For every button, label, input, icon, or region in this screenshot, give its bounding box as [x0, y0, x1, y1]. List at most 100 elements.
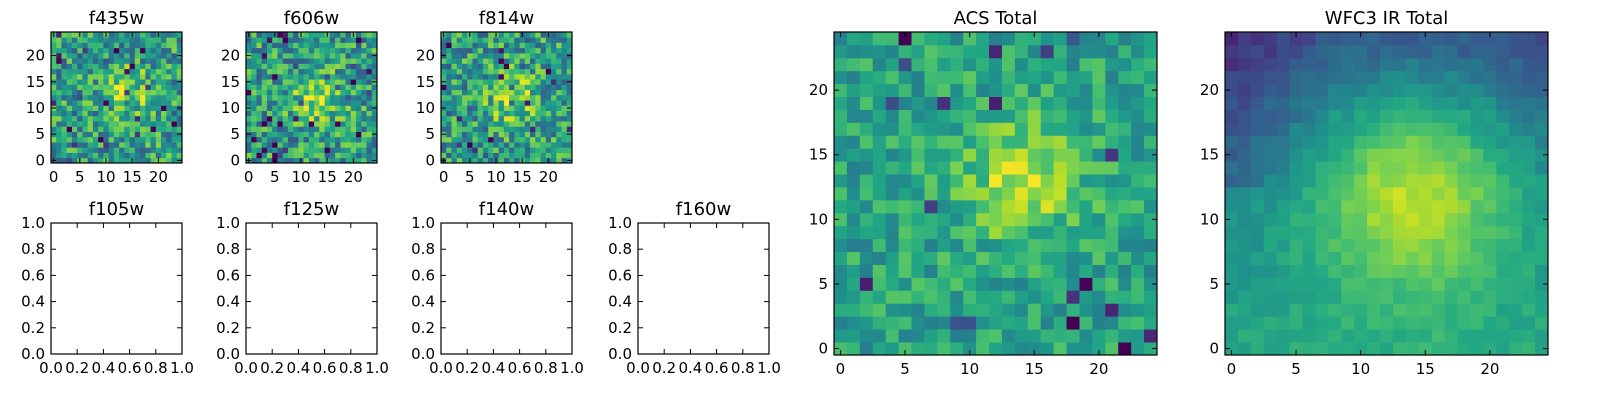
heatmap-cell	[467, 58, 473, 64]
heatmap-cell	[150, 105, 157, 111]
heatmap-cell	[340, 73, 346, 80]
heatmap-cell	[314, 136, 320, 143]
heatmap-cell	[298, 89, 305, 96]
heatmap-cell	[256, 63, 263, 70]
x-tick-label: 0	[244, 168, 254, 186]
heatmap-cell	[61, 68, 68, 75]
heatmap-cell	[963, 70, 977, 85]
heatmap-cell	[1263, 109, 1278, 123]
heatmap-cell	[61, 157, 68, 164]
heatmap-cell	[885, 122, 899, 136]
heatmap-cell	[1092, 122, 1106, 136]
heatmap-cell	[108, 42, 115, 49]
heatmap-cell	[1263, 161, 1278, 175]
heatmap-cell	[319, 52, 325, 59]
heatmap-cell	[350, 152, 357, 159]
heatmap-cell	[488, 157, 494, 164]
heatmap-cell	[859, 109, 874, 123]
heatmap-cell	[113, 84, 120, 91]
heatmap-cell	[1328, 277, 1342, 291]
heatmap-cell	[246, 68, 252, 75]
heatmap-cell	[1405, 316, 1420, 330]
heatmap-cell	[461, 105, 468, 111]
heatmap-cell	[1092, 57, 1106, 72]
heatmap-cell	[1053, 44, 1067, 59]
heatmap-cell	[246, 110, 252, 117]
heatmap-cell	[950, 148, 964, 162]
heatmap-cell	[1392, 251, 1407, 265]
heatmap-cell	[251, 52, 257, 59]
axes-frame-f606w	[245, 31, 378, 164]
heatmap-cell	[293, 47, 299, 54]
heatmap-cell	[446, 58, 452, 64]
heatmap-cell	[51, 121, 57, 127]
heatmap-cell	[551, 115, 557, 122]
heatmap-cell	[911, 109, 925, 123]
heatmap-cell	[366, 37, 373, 43]
heatmap-cell	[989, 135, 1003, 149]
heatmap-cell	[1118, 109, 1132, 123]
y-tick-label: 1.0	[411, 214, 435, 232]
heatmap-cell	[566, 94, 573, 101]
heatmap-cell	[1367, 290, 1381, 304]
heatmap-cell	[846, 135, 861, 149]
heatmap-cell	[166, 94, 172, 101]
heatmap-cell	[530, 110, 536, 117]
heatmap-cell	[885, 135, 899, 149]
heatmap-cell	[261, 105, 268, 111]
x-tick-label: 10	[1351, 360, 1370, 378]
heatmap-cell	[1079, 212, 1093, 227]
heatmap-cell	[166, 147, 172, 153]
heatmap-cell	[1315, 57, 1329, 72]
heatmap-cell	[293, 84, 299, 91]
heatmap-cell	[87, 121, 94, 127]
heatmap-cell	[456, 115, 463, 122]
heatmap-cell	[282, 37, 289, 43]
heatmap-cell	[976, 251, 990, 265]
heatmap-cell	[477, 152, 484, 159]
heatmap-cell	[119, 37, 125, 43]
heatmap-cell	[366, 42, 373, 49]
heatmap-cell	[329, 136, 336, 143]
heatmap-cell	[1079, 251, 1093, 265]
heatmap-cell	[1276, 109, 1290, 123]
heatmap-cell	[119, 115, 125, 122]
heatmap-cell	[503, 115, 510, 122]
heatmap-cell	[1522, 187, 1536, 201]
heatmap-cell	[1483, 122, 1497, 136]
heatmap-cell	[1001, 44, 1016, 59]
heatmap-cell	[456, 79, 463, 85]
heatmap-cell	[66, 94, 73, 101]
heatmap-cell	[282, 47, 289, 54]
heatmap-cell	[509, 147, 515, 153]
heatmap-cell	[314, 100, 320, 106]
heatmap-cell	[924, 277, 938, 291]
heatmap-cell	[1418, 316, 1433, 330]
heatmap-cell	[1328, 251, 1342, 265]
heatmap-cell	[530, 79, 536, 85]
heatmap-cell	[166, 157, 172, 164]
x-tick-label: 10	[291, 168, 310, 186]
heatmap-cell	[493, 84, 500, 91]
heatmap-cell	[1014, 96, 1029, 110]
heatmap-cell	[92, 37, 99, 43]
heatmap-cell	[937, 161, 951, 175]
heatmap-cell	[441, 42, 447, 49]
heatmap-cell	[488, 121, 494, 127]
heatmap-cell	[361, 73, 367, 80]
heatmap-cell	[1509, 109, 1523, 123]
heatmap-cell	[329, 147, 336, 153]
heatmap-cell	[1367, 303, 1381, 317]
heatmap-cell	[71, 52, 78, 59]
heatmap-cell	[1237, 57, 1252, 72]
heatmap-cell	[1289, 161, 1303, 175]
heatmap-cell	[859, 70, 874, 85]
heatmap-cell	[293, 89, 299, 96]
heatmap-cell	[366, 68, 373, 75]
heatmap-cell	[1250, 212, 1265, 227]
heatmap-cell	[98, 52, 104, 59]
heatmap-cell	[287, 47, 294, 54]
heatmap-cell	[124, 32, 130, 38]
heatmap-cell	[1380, 225, 1394, 240]
heatmap-cell	[524, 73, 531, 80]
